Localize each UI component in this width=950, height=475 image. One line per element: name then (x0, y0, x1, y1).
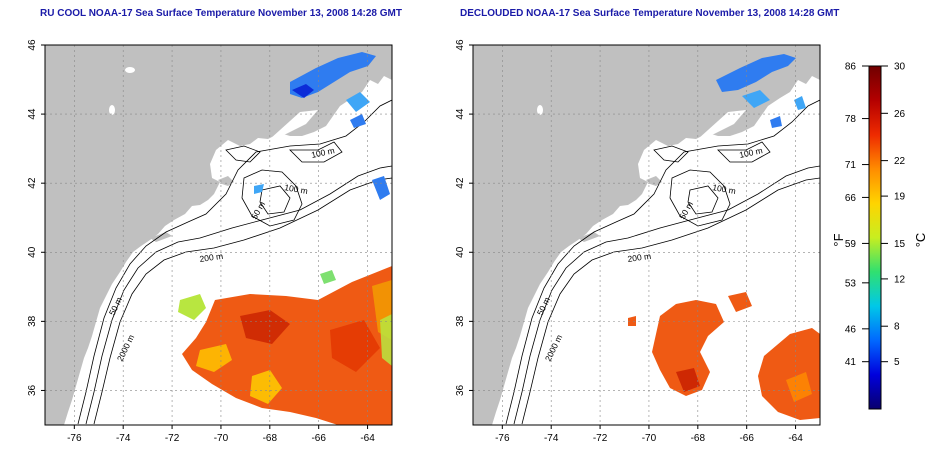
lon-tick-label: -70 (642, 433, 657, 444)
lat-tick-label: 40 (455, 246, 466, 258)
lat-tick-label: 44 (455, 108, 466, 120)
lon-tick-label: -64 (360, 433, 375, 444)
lat-tick-label: 38 (455, 315, 466, 327)
fahrenheit-label: 71 (845, 160, 857, 171)
lon-tick-label: -74 (544, 433, 559, 444)
map-gridlines (45, 45, 392, 425)
celsius-unit-label: °C (913, 233, 928, 248)
right-map-title: DECLOUDED NOAA-17 Sea Surface Temperatur… (460, 8, 840, 19)
lon-tick-label: -66 (739, 433, 754, 444)
fahrenheit-label: 53 (845, 278, 857, 289)
celsius-label: 26 (894, 109, 906, 120)
lon-tick-label: -72 (165, 433, 180, 444)
fahrenheit-label: 41 (845, 357, 857, 368)
lon-tick-label: -76 (495, 433, 510, 444)
fahrenheit-label: 78 (845, 114, 857, 125)
celsius-label: 15 (894, 239, 906, 250)
celsius-label: 30 (894, 62, 906, 73)
contour-label: 200 m (627, 251, 652, 264)
contour-label: 100 m (310, 145, 335, 160)
celsius-label: 5 (894, 357, 900, 368)
lat-tick-label: 40 (27, 246, 38, 258)
lat-tick-label: 42 (27, 177, 38, 189)
lat-tick-label: 44 (27, 108, 38, 120)
contour-label: 100 m (284, 182, 309, 196)
fahrenheit-unit-label: °F (831, 233, 846, 246)
colorbar-scale (868, 65, 882, 410)
celsius-label: 8 (894, 322, 900, 333)
celsius-label: 22 (894, 156, 906, 167)
fahrenheit-label: 46 (845, 324, 857, 335)
contour-label: 100 m (738, 145, 763, 160)
lon-tick-label: -66 (311, 433, 326, 444)
left-map-title: RU COOL NOAA-17 Sea Surface Temperature … (40, 8, 402, 19)
lat-tick-label: 36 (455, 384, 466, 396)
lat-tick-label: 42 (455, 177, 466, 189)
lon-tick-label: -64 (788, 433, 803, 444)
plot-frame (44, 44, 393, 426)
axis-ticks: -76 -74 -72 -70 -68 -66 -64 36 38 40 42 44 46 (455, 39, 803, 444)
lon-tick-label: -68 (691, 433, 706, 444)
colorbar: 86 30 78 26 71 22 66 19 59 15 53 12 46 8 41 5 °F °C (831, 62, 928, 410)
colorbar-labels: 86 30 78 26 71 22 66 19 59 15 53 12 46 8 41 5 (845, 62, 906, 369)
map-gridlines (473, 45, 820, 425)
fahrenheit-label: 66 (845, 193, 857, 204)
lon-tick-label: -68 (263, 433, 278, 444)
plot-frame (472, 44, 821, 426)
lat-tick-label: 46 (27, 39, 38, 51)
lon-tick-label: -70 (214, 433, 229, 444)
lat-tick-label: 46 (455, 39, 466, 51)
lon-tick-label: -76 (67, 433, 82, 444)
contour-label: 200 m (199, 251, 224, 264)
lon-tick-label: -72 (593, 433, 608, 444)
lon-tick-label: -74 (116, 433, 131, 444)
contour-label: 100 m (712, 182, 737, 196)
celsius-label: 12 (894, 274, 906, 285)
fahrenheit-label: 59 (845, 239, 857, 250)
lat-tick-label: 38 (27, 315, 38, 327)
fahrenheit-label: 86 (845, 62, 857, 73)
axis-ticks: -76 -74 -72 -70 -68 -66 -64 36 38 40 42 44 46 (27, 39, 375, 444)
lat-tick-label: 36 (27, 384, 38, 396)
celsius-label: 19 (894, 192, 906, 203)
